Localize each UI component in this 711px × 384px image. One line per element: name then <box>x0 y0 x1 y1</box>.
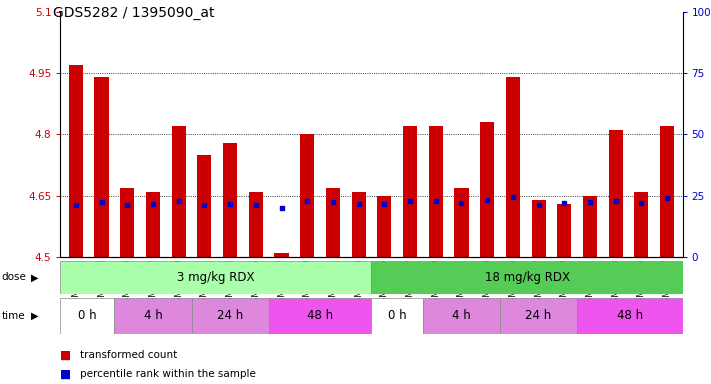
Bar <box>660 126 674 257</box>
Bar <box>500 298 577 334</box>
Bar <box>351 192 365 257</box>
Text: 18 mg/kg RDX: 18 mg/kg RDX <box>484 271 570 284</box>
Text: ■: ■ <box>60 349 72 362</box>
Bar <box>120 188 134 257</box>
Text: ▶: ▶ <box>31 272 38 283</box>
Bar <box>480 122 494 257</box>
Bar <box>403 126 417 257</box>
Bar <box>198 155 211 257</box>
Bar <box>274 253 289 257</box>
Bar <box>371 261 683 294</box>
Text: 24 h: 24 h <box>525 310 552 322</box>
Text: time: time <box>1 311 25 321</box>
Bar <box>60 298 114 334</box>
Bar <box>95 77 109 257</box>
Bar <box>60 261 371 294</box>
Bar <box>378 196 392 257</box>
Bar <box>557 204 572 257</box>
Bar <box>454 188 469 257</box>
Bar <box>429 126 443 257</box>
Bar <box>583 196 597 257</box>
Text: 4 h: 4 h <box>144 310 162 322</box>
Bar <box>532 200 545 257</box>
Text: dose: dose <box>1 272 26 283</box>
Text: 48 h: 48 h <box>307 310 333 322</box>
Text: 48 h: 48 h <box>617 310 643 322</box>
Text: 3 mg/kg RDX: 3 mg/kg RDX <box>177 271 255 284</box>
Text: GDS5282 / 1395090_at: GDS5282 / 1395090_at <box>53 6 215 20</box>
Bar <box>171 126 186 257</box>
Bar <box>249 192 263 257</box>
Bar <box>609 130 623 257</box>
Text: 4 h: 4 h <box>452 310 471 322</box>
Bar <box>300 134 314 257</box>
Bar <box>423 298 500 334</box>
Bar <box>191 298 269 334</box>
Text: 0 h: 0 h <box>388 310 407 322</box>
Bar <box>114 298 191 334</box>
Bar <box>269 298 371 334</box>
Text: percentile rank within the sample: percentile rank within the sample <box>80 369 256 379</box>
Bar <box>326 188 340 257</box>
Text: 24 h: 24 h <box>217 310 243 322</box>
Bar <box>146 192 160 257</box>
Bar <box>223 142 237 257</box>
Text: ■: ■ <box>60 368 72 381</box>
Text: 0 h: 0 h <box>78 310 97 322</box>
Bar <box>69 65 83 257</box>
Bar <box>577 298 683 334</box>
Bar <box>371 298 423 334</box>
Bar <box>506 77 520 257</box>
Text: ▶: ▶ <box>31 311 38 321</box>
Text: transformed count: transformed count <box>80 350 178 360</box>
Bar <box>634 192 648 257</box>
